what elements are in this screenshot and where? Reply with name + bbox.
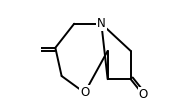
Text: O: O — [80, 86, 89, 99]
Text: O: O — [139, 88, 148, 101]
Text: N: N — [97, 17, 106, 30]
